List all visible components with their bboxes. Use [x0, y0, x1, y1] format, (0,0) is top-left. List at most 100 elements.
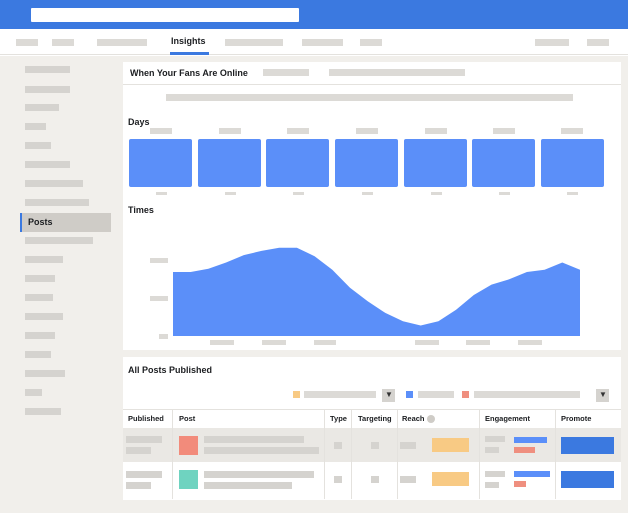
targeting-icon — [371, 442, 379, 449]
column-header-promote[interactable]: Promote — [561, 414, 592, 423]
promote-button[interactable] — [561, 471, 614, 488]
x-tick-placeholder — [518, 340, 542, 345]
day-label — [150, 128, 172, 134]
sidebar-item[interactable] — [25, 161, 70, 168]
nav-item-placeholder[interactable] — [360, 39, 382, 46]
y-tick-placeholder — [150, 296, 168, 301]
sidebar-item[interactable] — [25, 180, 83, 187]
nav-item-placeholder[interactable] — [97, 39, 147, 46]
filter-placeholder — [474, 391, 580, 398]
header-placeholder — [329, 69, 465, 76]
times-area-chart[interactable] — [123, 225, 621, 350]
column-divider — [324, 409, 325, 499]
sidebar-item[interactable] — [25, 332, 55, 339]
published-date — [126, 436, 162, 443]
fans-online-title: When Your Fans Are Online — [130, 68, 248, 78]
column-header-reach[interactable]: Reach — [402, 414, 425, 423]
sidebar-item[interactable] — [25, 199, 89, 206]
day-bar[interactable] — [541, 139, 604, 187]
sidebar-item[interactable] — [25, 123, 46, 130]
header-placeholder — [263, 69, 309, 76]
sidebar-item[interactable] — [25, 313, 63, 320]
chevron-down-icon: ▼ — [599, 390, 607, 399]
day-bar[interactable] — [198, 139, 261, 187]
times-area[interactable] — [173, 247, 580, 336]
engagement-value — [485, 447, 499, 453]
search-input[interactable] — [31, 8, 299, 22]
post-thumbnail[interactable] — [179, 436, 198, 455]
filter-dropdown[interactable]: ▼ — [382, 389, 395, 402]
day-value — [225, 192, 236, 195]
day-bar[interactable] — [335, 139, 398, 187]
sidebar-item[interactable] — [25, 275, 55, 282]
sidebar-item[interactable] — [25, 389, 42, 396]
sidebar-item[interactable] — [25, 370, 65, 377]
column-divider — [397, 409, 398, 499]
column-header-type[interactable]: Type — [330, 414, 347, 423]
day-value — [362, 192, 373, 195]
post-thumbnail[interactable] — [179, 470, 198, 489]
column-header-targeting[interactable]: Targeting — [358, 414, 392, 423]
nav-item-placeholder[interactable] — [587, 39, 609, 46]
day-bar[interactable] — [404, 139, 467, 187]
sidebar: Posts — [0, 56, 118, 513]
engagement-bar-red — [514, 447, 535, 453]
engagement-value — [485, 471, 505, 477]
post-text — [204, 482, 292, 489]
filter-dropdown[interactable]: ▼ — [596, 389, 609, 402]
sidebar-item[interactable] — [25, 104, 59, 111]
type-icon — [334, 442, 342, 449]
sidebar-item[interactable] — [25, 66, 70, 73]
promote-button[interactable] — [561, 437, 614, 454]
published-time — [126, 447, 151, 454]
x-tick-placeholder — [466, 340, 490, 345]
day-bar[interactable] — [266, 139, 329, 187]
column-header-published[interactable]: Published — [128, 414, 164, 423]
sidebar-item[interactable] — [25, 351, 51, 358]
days-label: Days — [128, 117, 150, 127]
column-header-post[interactable]: Post — [179, 414, 196, 423]
sidebar-item[interactable] — [25, 237, 93, 244]
nav-item-placeholder[interactable] — [225, 39, 283, 46]
day-label — [287, 128, 309, 134]
sidebar-item[interactable] — [25, 294, 53, 301]
nav-item-placeholder[interactable] — [52, 39, 74, 46]
sidebar-item[interactable] — [25, 256, 63, 263]
times-label: Times — [128, 205, 154, 215]
column-divider — [351, 409, 352, 499]
nav-item-placeholder[interactable] — [535, 39, 569, 46]
day-value — [567, 192, 578, 195]
x-tick-placeholder — [314, 340, 336, 345]
active-tab-indicator — [170, 52, 209, 55]
day-bar[interactable] — [472, 139, 535, 187]
column-header-engagement[interactable]: Engagement — [485, 414, 531, 423]
post-text[interactable] — [204, 471, 314, 478]
engagement-bar-blue — [514, 471, 550, 477]
type-icon — [334, 476, 342, 483]
sidebar-item[interactable] — [25, 142, 51, 149]
day-value — [499, 192, 510, 195]
sidebar-item[interactable] — [25, 86, 70, 93]
divider — [123, 409, 621, 410]
sidebar-item[interactable] — [25, 408, 61, 415]
x-tick-placeholder — [210, 340, 234, 345]
day-value — [293, 192, 304, 195]
info-icon[interactable] — [427, 415, 435, 423]
tab-insights[interactable]: Insights — [171, 36, 206, 46]
day-bar[interactable] — [129, 139, 192, 187]
nav-item-placeholder[interactable] — [302, 39, 343, 46]
page-nav: Insights — [0, 29, 628, 55]
column-divider — [479, 409, 480, 499]
y-tick-placeholder — [150, 258, 168, 263]
sidebar-item-posts[interactable]: Posts — [20, 213, 111, 232]
sidebar-item-label: Posts — [28, 217, 53, 227]
engagement-bar-blue — [514, 437, 547, 443]
post-text — [204, 447, 319, 454]
reach-bar — [432, 472, 469, 486]
nav-item-placeholder[interactable] — [16, 39, 38, 46]
post-text[interactable] — [204, 436, 304, 443]
description-placeholder — [166, 94, 573, 101]
targeting-icon — [371, 476, 379, 483]
day-label — [561, 128, 583, 134]
reach-bar — [432, 438, 469, 452]
